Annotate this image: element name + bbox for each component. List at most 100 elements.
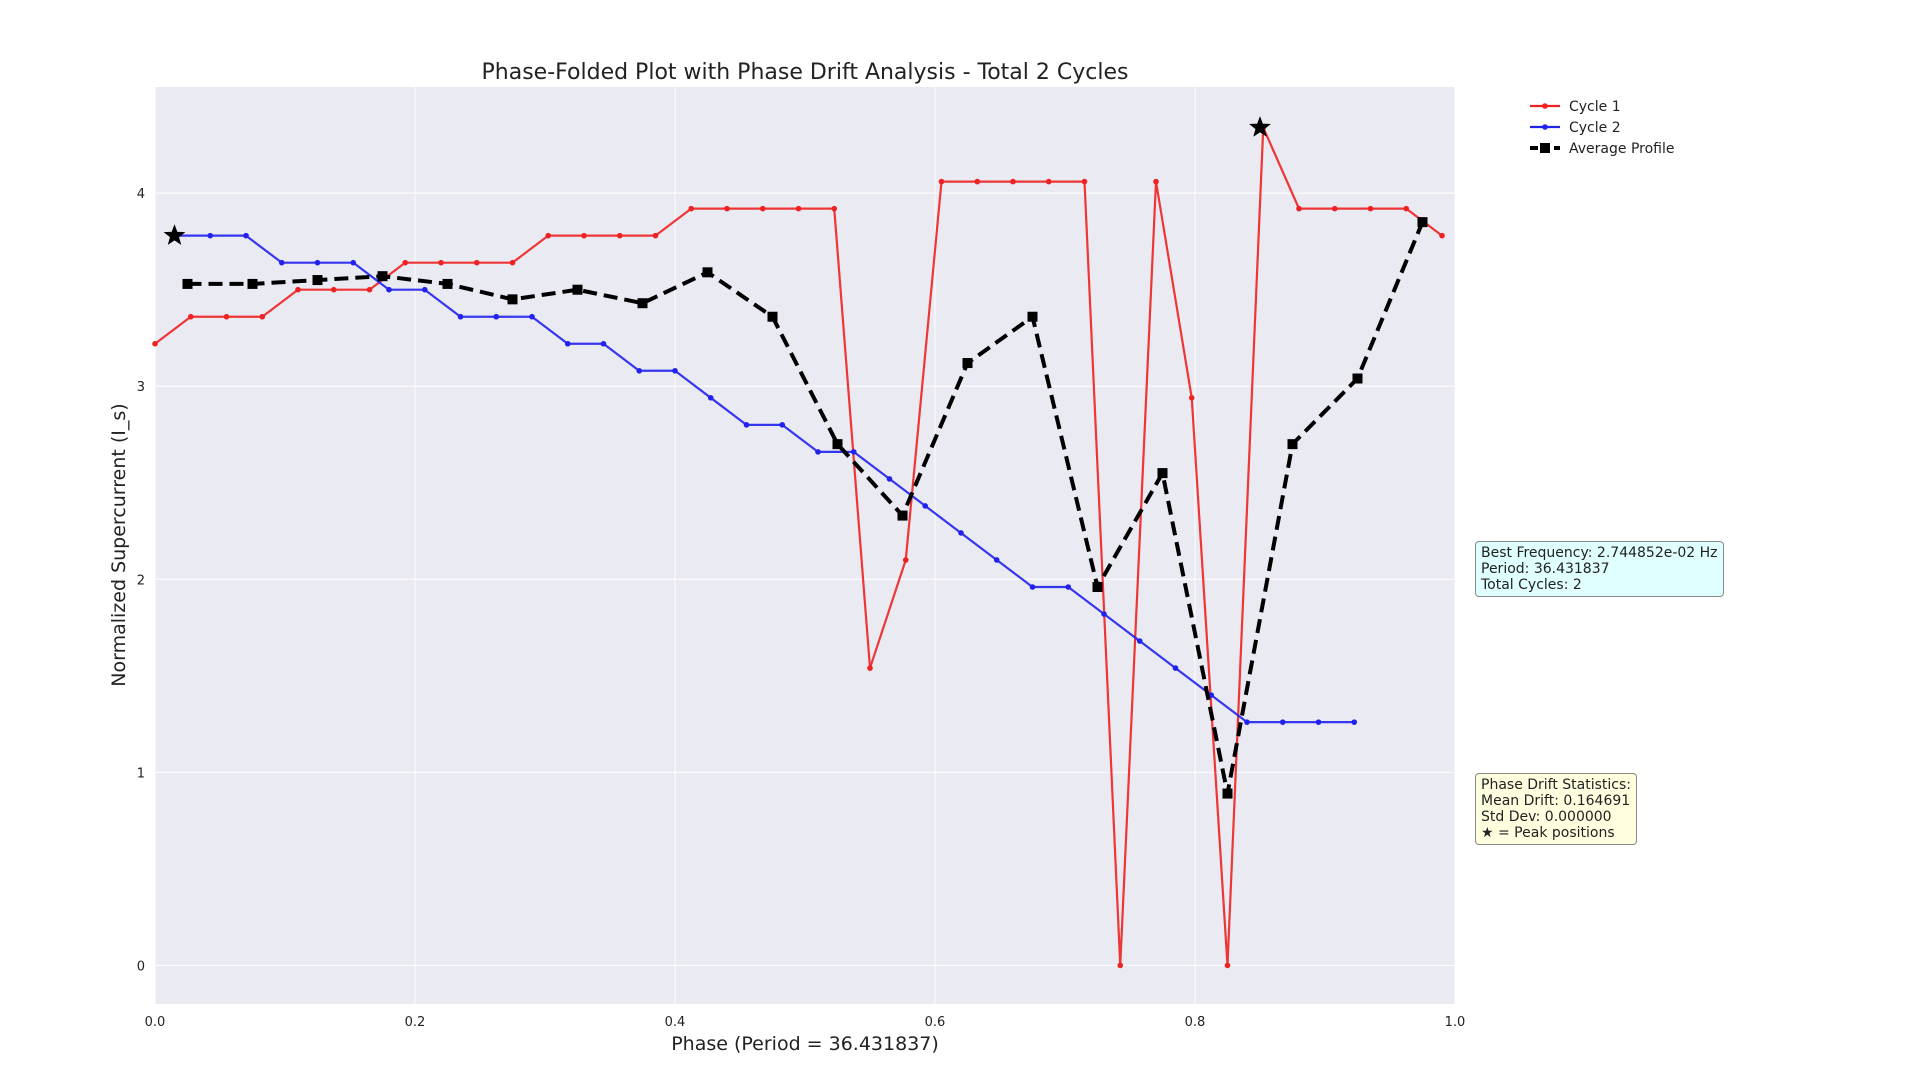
- data-point: [600, 340, 607, 347]
- data-point: [581, 232, 587, 239]
- data-point: [974, 178, 981, 185]
- data-point: [493, 313, 500, 320]
- x-tick-label: 0.0: [145, 1015, 166, 1030]
- legend-swatch-marker: [1542, 124, 1548, 130]
- data-point: [182, 278, 193, 289]
- data-point: [350, 259, 357, 266]
- peak-star-marker: [1249, 116, 1271, 137]
- x-tick-label: 0.8: [1185, 1015, 1206, 1030]
- frequency-info-box: Best Frequency: 2.744852e-02 Hz Period: …: [1475, 541, 1724, 597]
- y-tick-label: 1: [137, 766, 145, 781]
- data-point: [402, 259, 409, 266]
- data-point: [442, 278, 453, 289]
- data-point: [1157, 468, 1168, 479]
- data-point: [1029, 584, 1036, 590]
- data-point: [529, 313, 535, 320]
- data-point: [457, 313, 464, 320]
- data-point: [702, 267, 713, 278]
- data-point: [922, 503, 929, 509]
- data-point: [707, 395, 714, 401]
- data-point: [1092, 582, 1103, 593]
- data-point: [1352, 373, 1363, 384]
- data-point: [278, 259, 285, 266]
- data-point: [386, 286, 392, 293]
- legend-item: Cycle 2: [1530, 120, 1621, 136]
- data-point: [1331, 205, 1338, 212]
- legend-swatch-marker: [1540, 143, 1550, 153]
- data-point: [652, 232, 659, 239]
- data-point: [993, 557, 1000, 563]
- data-point: [962, 358, 973, 369]
- drift-title-line: Phase Drift Statistics:: [1481, 777, 1632, 793]
- data-point: [795, 205, 802, 212]
- data-point: [779, 422, 786, 428]
- data-point: [366, 286, 373, 293]
- y-tick-label: 0: [137, 959, 145, 974]
- y-tick-label: 2: [137, 573, 145, 588]
- data-point: [815, 449, 821, 455]
- data-point: [187, 313, 194, 320]
- data-point: [207, 232, 214, 239]
- data-point: [1117, 962, 1124, 969]
- data-point: [1136, 638, 1143, 644]
- cycles-line: Total Cycles: 2: [1481, 577, 1582, 593]
- data-point: [1351, 719, 1358, 725]
- data-point: [767, 311, 778, 322]
- legend-label: Cycle 1: [1569, 99, 1621, 115]
- data-point: [743, 422, 750, 428]
- data-point: [152, 340, 158, 347]
- data-point: [259, 313, 266, 320]
- grid: [154, 87, 1456, 1004]
- data-point: [637, 298, 648, 309]
- data-point: [295, 286, 301, 293]
- data-point: [902, 557, 909, 563]
- legend-item: Cycle 1: [1530, 99, 1621, 115]
- data-point: [247, 278, 258, 289]
- mean-drift-line: Mean Drift: 0.164691: [1481, 793, 1631, 809]
- data-point: [1045, 178, 1052, 185]
- data-point: [1417, 217, 1428, 228]
- data-point: [545, 232, 552, 239]
- legend-swatch-marker: [1542, 103, 1548, 109]
- legend-item: Average Profile: [1530, 141, 1674, 157]
- series-average-profile: [182, 217, 1428, 799]
- data-point: [831, 205, 838, 212]
- data-point: [897, 510, 908, 521]
- data-point: [1222, 788, 1233, 799]
- drift-stats-box: Phase Drift Statistics: Mean Drift: 0.16…: [1475, 773, 1638, 845]
- legend-label: Average Profile: [1569, 141, 1674, 157]
- data-point: [724, 205, 730, 212]
- period-line: Period: 36.431837: [1481, 561, 1610, 577]
- x-tick-label: 0.2: [405, 1015, 426, 1030]
- data-point: [1153, 178, 1159, 185]
- data-point: [1439, 232, 1445, 239]
- legend-label: Cycle 2: [1569, 120, 1621, 136]
- data-point: [938, 178, 945, 185]
- data-point: [377, 271, 388, 282]
- data-point: [314, 259, 321, 266]
- data-point: [1224, 962, 1231, 969]
- data-point: [438, 259, 444, 266]
- y-tick-label: 4: [137, 187, 145, 202]
- data-point: [1101, 611, 1107, 617]
- data-point: [1296, 205, 1302, 212]
- x-tick-label: 1.0: [1445, 1015, 1466, 1030]
- std-dev-line: Std Dev: 0.000000: [1481, 809, 1612, 825]
- data-point: [223, 313, 230, 320]
- data-point: [421, 286, 428, 293]
- data-point: [958, 530, 964, 536]
- data-point: [1367, 205, 1374, 212]
- data-point: [1081, 178, 1088, 185]
- data-point: [832, 439, 843, 450]
- data-point: [507, 294, 518, 305]
- data-point: [1279, 719, 1286, 725]
- data-point: [1172, 665, 1179, 671]
- x-axis-label: Phase (Period = 36.431837): [671, 1033, 939, 1055]
- data-point: [886, 476, 893, 482]
- y-axis-label: Normalized Supercurrent (I_s): [108, 403, 130, 686]
- data-point: [688, 205, 695, 212]
- series-layer: [152, 116, 1445, 969]
- data-point: [473, 259, 480, 266]
- legend: Cycle 1 Cycle 2 Average Profile: [1530, 99, 1674, 157]
